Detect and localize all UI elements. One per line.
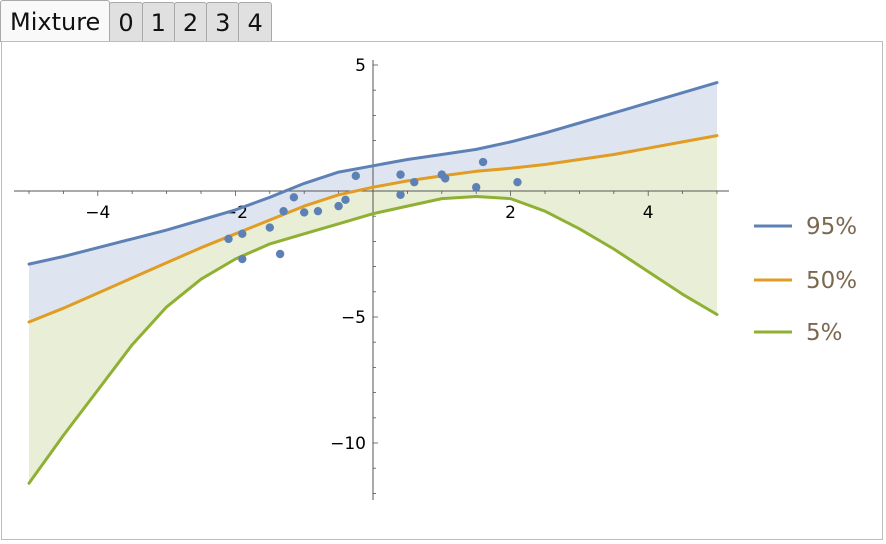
y-tick-label: 5 bbox=[355, 56, 366, 76]
x-tick-label: −4 bbox=[85, 203, 110, 223]
data-point bbox=[279, 206, 288, 216]
data-point bbox=[341, 195, 350, 205]
data-point bbox=[238, 254, 247, 264]
data-point bbox=[351, 171, 360, 181]
x-tick-label: 2 bbox=[505, 203, 516, 223]
data-point bbox=[300, 208, 309, 217]
line-5 bbox=[27, 195, 719, 485]
data-point bbox=[275, 249, 285, 259]
data-point bbox=[224, 234, 233, 244]
tab-3[interactable]: 3 bbox=[206, 2, 240, 42]
tab-mixture[interactable]: Mixture bbox=[0, 0, 111, 42]
legend-label: 95% bbox=[806, 214, 857, 240]
line-95 bbox=[27, 81, 719, 266]
tab-2[interactable]: 2 bbox=[173, 2, 208, 42]
tab-4[interactable]: 4 bbox=[238, 2, 272, 42]
data-point bbox=[313, 206, 323, 216]
line-50 bbox=[27, 134, 719, 324]
data-point bbox=[334, 201, 343, 211]
data-point bbox=[289, 193, 299, 202]
data-point bbox=[396, 170, 405, 179]
legend-label: 5% bbox=[806, 320, 843, 346]
y-tick-label: −10 bbox=[330, 434, 366, 454]
data-point bbox=[478, 157, 488, 167]
tab-content-panel: −4 −2 2 4 5 −5 −10 95% 50% 5% bbox=[1, 41, 883, 540]
data-point bbox=[472, 183, 481, 192]
legend-label: 50% bbox=[806, 268, 857, 294]
data-point bbox=[265, 223, 274, 232]
tab-bar: Mixture 0 1 2 3 4 bbox=[0, 0, 272, 42]
tab-0[interactable]: 0 bbox=[109, 2, 143, 42]
data-point bbox=[396, 190, 405, 199]
data-point bbox=[238, 229, 247, 239]
data-point bbox=[410, 177, 419, 187]
y-tick-label: −5 bbox=[341, 308, 366, 328]
data-point bbox=[441, 174, 450, 183]
x-tick-label: 4 bbox=[643, 203, 654, 223]
data-point bbox=[513, 177, 522, 187]
tab-1[interactable]: 1 bbox=[141, 2, 175, 42]
band-95-50 bbox=[29, 82, 717, 322]
